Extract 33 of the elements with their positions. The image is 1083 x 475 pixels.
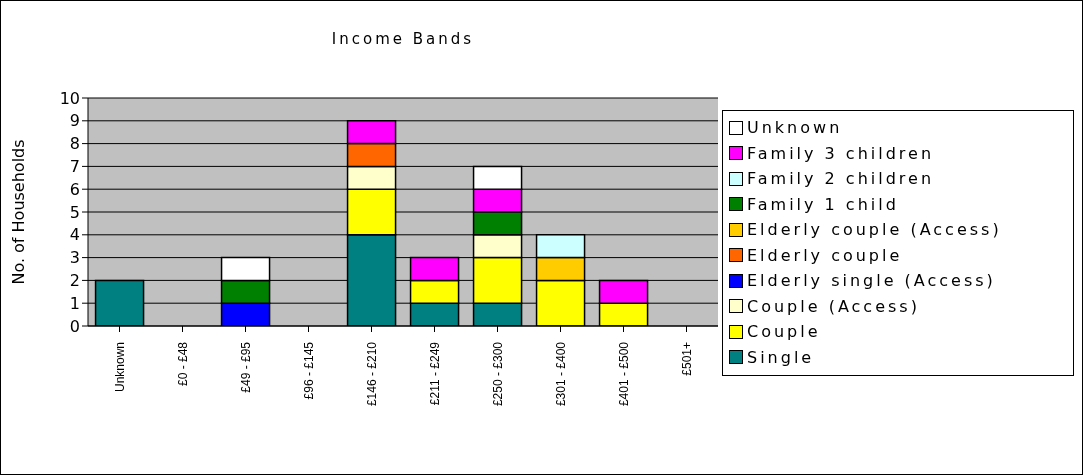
y-tick-label: 3 (69, 248, 80, 268)
x-tick-label: £250 - £300 (490, 341, 505, 407)
y-tick-label: 10 (59, 88, 80, 108)
y-tick-label: 5 (69, 202, 80, 222)
y-tick-label: 0 (69, 316, 80, 336)
x-tick-label: £211 - £249 (427, 341, 442, 406)
x-tick-label: £401 - £500 (616, 341, 631, 407)
legend-label: Elderly single (Access) (747, 271, 996, 291)
x-tick-label: £501+ (679, 342, 694, 376)
y-tick-label: 8 (69, 134, 80, 154)
x-tick-label: £96 - £145 (301, 341, 316, 400)
y-tick-label: 2 (69, 271, 80, 291)
x-tick-label: £49 - £95 (238, 341, 253, 393)
legend-label: Couple (Access) (747, 296, 920, 316)
legend-label: Couple (747, 322, 821, 342)
legend-label: Family 1 child (747, 194, 899, 214)
y-tick-label: 7 (69, 157, 80, 177)
y-tick-label: 9 (69, 111, 80, 131)
y-tick-label: 1 (69, 293, 80, 313)
x-tick-label: £146 - £210 (364, 341, 379, 407)
chart-title: Income Bands (330, 30, 476, 48)
legend-label: Family 3 children (747, 143, 935, 163)
legend-label: Family 2 children (747, 169, 935, 189)
y-tick-label: 4 (69, 225, 80, 245)
legend-label: Elderly couple (Access) (747, 220, 1002, 240)
x-tick-label: £0 - £48 (175, 341, 190, 387)
legend-label: Unknown (747, 118, 843, 138)
y-axis-title: No. of Households (8, 139, 28, 285)
x-tick-label: Unknown (112, 342, 127, 393)
y-tick-label: 6 (69, 179, 80, 199)
legend-label: Single (747, 347, 815, 367)
legend-label: Elderly couple (747, 245, 903, 265)
x-tick-label: £301 - £400 (553, 341, 568, 407)
